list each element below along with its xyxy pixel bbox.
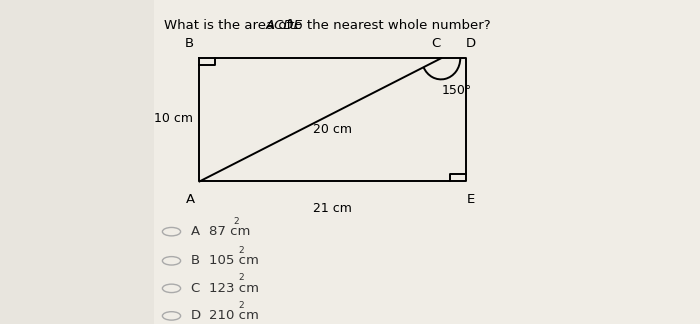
Text: 2: 2 bbox=[234, 217, 239, 226]
Text: 105 cm: 105 cm bbox=[209, 254, 258, 267]
Text: 87 cm: 87 cm bbox=[209, 225, 250, 238]
Text: B: B bbox=[190, 254, 199, 267]
Text: 2: 2 bbox=[239, 246, 244, 255]
Text: A: A bbox=[190, 225, 199, 238]
Text: 2: 2 bbox=[239, 301, 244, 310]
Text: D: D bbox=[190, 309, 200, 322]
Text: 2: 2 bbox=[239, 273, 244, 283]
Text: 123 cm: 123 cm bbox=[209, 282, 258, 295]
Text: 20 cm: 20 cm bbox=[313, 123, 352, 136]
Text: C: C bbox=[190, 282, 199, 295]
Text: C: C bbox=[430, 37, 440, 50]
Text: to the nearest whole number?: to the nearest whole number? bbox=[286, 19, 491, 32]
Text: E: E bbox=[466, 193, 475, 206]
Text: 150°: 150° bbox=[441, 84, 472, 97]
FancyBboxPatch shape bbox=[154, 0, 700, 324]
Text: B: B bbox=[184, 37, 194, 50]
Text: What is the area of: What is the area of bbox=[164, 19, 296, 32]
Text: 21 cm: 21 cm bbox=[313, 202, 352, 215]
Text: 10 cm: 10 cm bbox=[154, 112, 193, 125]
Text: A: A bbox=[186, 193, 195, 206]
Text: 210 cm: 210 cm bbox=[209, 309, 258, 322]
Text: D: D bbox=[466, 37, 475, 50]
Text: ACDE: ACDE bbox=[265, 19, 302, 32]
